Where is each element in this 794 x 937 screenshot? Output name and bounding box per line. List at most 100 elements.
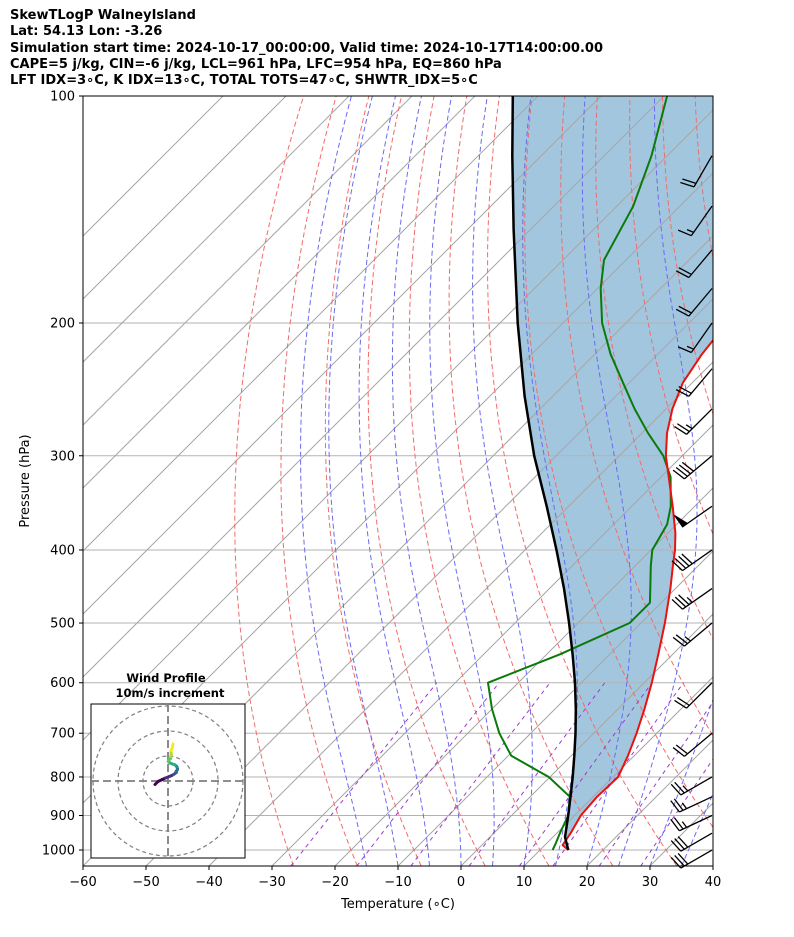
- hodograph-segment: [170, 742, 175, 750]
- mixing-ratio-line: [356, 682, 500, 866]
- isotherm-line: [460, 613, 713, 866]
- moist-adiabat-line: [429, 96, 495, 866]
- x-tick-label: −20: [321, 875, 348, 890]
- wind-barb: [672, 622, 713, 647]
- moist-adiabat-line: [649, 697, 713, 866]
- y-tick-label: 1000: [42, 844, 75, 859]
- wind-barb: [674, 505, 713, 528]
- dry-adiabat-line: [595, 96, 713, 640]
- hodograph-trace: [153, 742, 179, 786]
- dry-adiabat-line: [560, 96, 713, 737]
- isotherm-line: [271, 424, 713, 866]
- wind-barb: [670, 849, 713, 869]
- moist-adiabat-line: [328, 96, 399, 866]
- x-tick-label: −50: [132, 875, 159, 890]
- y-tick-label: 600: [50, 676, 75, 691]
- dry-adiabat-line: [234, 96, 305, 866]
- wind-barbs-layer: [670, 155, 713, 869]
- wind-barb: [670, 776, 713, 796]
- cape-fill-area: [512, 96, 713, 850]
- x-tick-label: −60: [69, 875, 96, 890]
- temperature-profile-line: [561, 338, 713, 851]
- wind-barb: [672, 732, 713, 757]
- mixing-ratio-line: [518, 682, 653, 866]
- isotherm-line: [334, 487, 713, 866]
- x-tick-label: −30: [258, 875, 285, 890]
- dry-adiabat-line: [280, 96, 358, 866]
- isotherm-line: [145, 298, 713, 866]
- isotherm-line: [776, 96, 794, 866]
- isotherm-line: [397, 550, 713, 866]
- isotherm-line: [208, 361, 713, 866]
- x-tick-label: 30: [642, 875, 659, 890]
- location-coordinates: Lat: 54.13 Lon: -3.26: [10, 24, 163, 40]
- x-axis-label: Temperature (∘C): [340, 897, 455, 912]
- x-tick-label: 10: [516, 875, 533, 890]
- y-tick-label: 300: [50, 449, 75, 464]
- wind-barb: [674, 682, 713, 709]
- dry-adiabat-line: [662, 96, 713, 416]
- isotherm-line: [523, 676, 713, 866]
- hodograph-subtitle: 10m/s increment: [116, 686, 225, 700]
- x-tick-label: −10: [384, 875, 411, 890]
- stability-indices: LFT IDX=3∘C, K IDX=13∘C, TOTAL TOTS=47∘C…: [10, 73, 478, 89]
- wind-barb: [670, 832, 713, 852]
- wind-barb: [671, 549, 713, 572]
- wind-barb: [671, 588, 713, 610]
- convective-parameters: CAPE=5 j/kg, CIN=-6 j/kg, LCL=961 hPa, L…: [10, 56, 502, 72]
- x-tick-label: 0: [457, 875, 465, 890]
- dry-adiabat-line: [760, 96, 794, 866]
- isotherm-line: [712, 865, 713, 866]
- y-tick-label: 100: [50, 90, 75, 105]
- isotherm-line: [83, 96, 539, 552]
- isotherm-line: [83, 96, 602, 615]
- y-tick-label: 900: [50, 809, 75, 824]
- wind-barb: [675, 288, 713, 317]
- moist-adiabat-line: [712, 864, 713, 866]
- x-tick-label: 20: [579, 875, 596, 890]
- mixing-ratio-line: [410, 682, 551, 866]
- x-tick-label: −40: [195, 875, 222, 890]
- dry-adiabat-line: [487, 96, 678, 866]
- y-tick-label: 700: [50, 727, 75, 742]
- dry-adiabat-line: [367, 96, 486, 866]
- wind-barb: [674, 408, 713, 435]
- profile-lines-layer: [487, 96, 713, 851]
- wind-barb: [677, 205, 713, 237]
- dewpoint-profile-line: [487, 96, 672, 851]
- x-axis-ticks: −60 −50 −40 −30 −20 −10 0 10 20 30 40: [69, 866, 721, 890]
- y-tick-label: 400: [50, 543, 75, 558]
- dry-adiabat-line: [324, 96, 422, 866]
- moist-adiabat-line: [581, 96, 632, 866]
- isotherm-line: [83, 96, 665, 678]
- isotherm-line: [83, 96, 476, 489]
- moist-adiabat-line: [745, 96, 794, 866]
- moist-adiabat-line: [472, 96, 533, 866]
- hodograph-inset: Wind Profile 10m/s increment: [90, 671, 246, 859]
- moist-adiabat-line: [522, 96, 578, 866]
- isotherm-line: [83, 96, 413, 426]
- dry-adiabat-line: [448, 96, 614, 866]
- wind-barb: [670, 796, 713, 813]
- wind-barb: [677, 322, 713, 354]
- hodograph-grid: [91, 704, 245, 858]
- y-tick-label: 200: [50, 316, 75, 331]
- isotherm-line: [83, 96, 287, 300]
- y-axis-label: Pressure (hPa): [18, 434, 33, 527]
- wind-barb: [675, 368, 713, 397]
- simulation-times: Simulation start time: 2024-10-17_00:00:…: [10, 40, 603, 56]
- y-tick-label: 500: [50, 617, 75, 632]
- cape-fill-layer: [512, 96, 713, 850]
- isotherm-line: [83, 96, 350, 363]
- dry-adiabat-line: [728, 96, 794, 866]
- wind-barb: [675, 249, 713, 279]
- hodograph-title: Wind Profile: [126, 671, 206, 685]
- dry-adiabat-line: [524, 96, 713, 829]
- isotherm-line: [83, 96, 224, 237]
- wind-barb: [672, 455, 713, 480]
- wind-barb: [680, 155, 713, 188]
- y-tick-label: 800: [50, 770, 75, 785]
- parcel-profile-line: [511, 96, 578, 851]
- mixing-ratio-line: [598, 701, 713, 866]
